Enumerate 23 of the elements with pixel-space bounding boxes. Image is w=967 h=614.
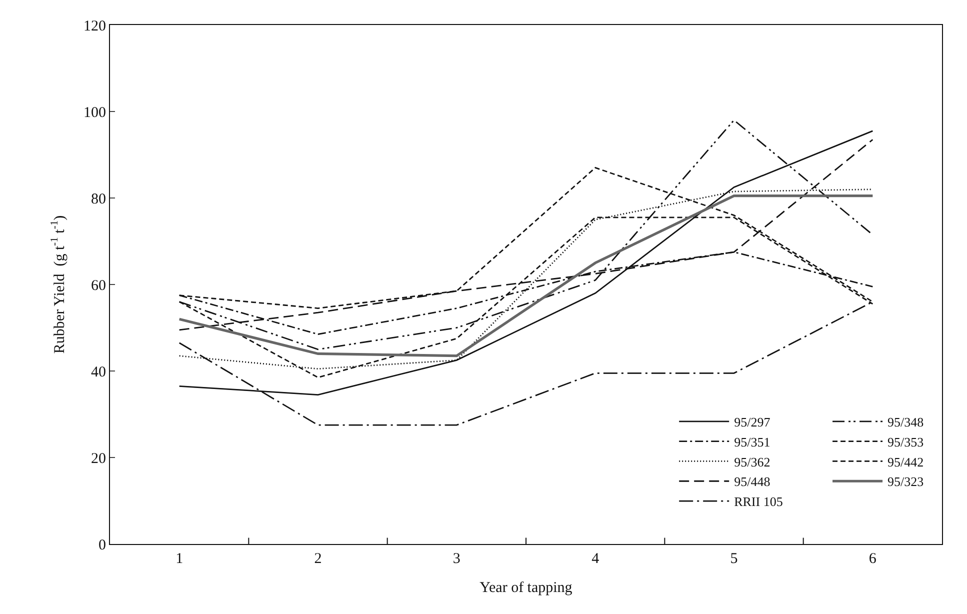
x-tick-label: 6 [868,551,877,567]
y-tick-label: 40 [91,364,106,380]
x-tick-label: 5 [730,551,738,567]
x-tick-label: 1 [176,551,184,567]
y-tick-label: 60 [91,278,106,294]
x-tick-label: 2 [314,551,322,567]
legend-label: 95/448 [734,474,770,490]
legend-label: RRII 105 [734,494,783,510]
x-axis-title: Year of tapping [480,580,573,596]
y-tick-label: 80 [91,191,106,208]
legend-label: 95/353 [888,434,924,450]
y-tick-label: 120 [84,18,106,34]
legend-label: 95/323 [888,474,924,490]
legend-label: 95/442 [888,454,924,470]
legend-label: 95/351 [734,434,770,450]
x-tick-label: 3 [452,551,460,567]
y-tick-label: 0 [98,537,106,554]
legend-label: 95/348 [888,414,924,430]
legend-label: 95/297 [734,414,771,430]
y-tick-label: 20 [91,450,106,467]
legend-label: 95/362 [734,454,770,470]
y-tick-label: 100 [84,104,106,121]
x-tick-label: 4 [592,551,600,567]
